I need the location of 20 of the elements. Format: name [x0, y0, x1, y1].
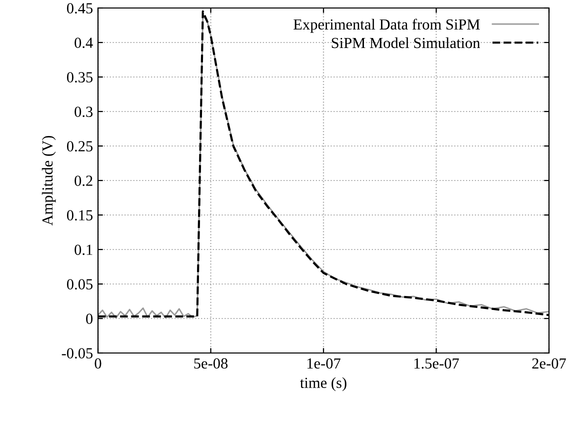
y-axis-title: Amplitude (V) [42, 136, 56, 226]
y-tick-label: 0.45 [66, 3, 93, 14]
y-tick-label: 0.2 [74, 176, 92, 186]
y-tick-label: 0.4 [74, 38, 93, 48]
legend-label: SiPM Model Simulation [332, 37, 480, 48]
x-tick-label: 2e-07 [532, 358, 566, 369]
y-tick-label: 0.15 [66, 210, 93, 221]
x-tick-label: 1e-07 [307, 358, 340, 369]
x-tick-label: 5e-08 [194, 358, 228, 369]
y-tick-label: 0.35 [66, 72, 93, 83]
x-tick-label: 0 [94, 358, 102, 369]
x-axis-title: time (s) [300, 377, 346, 392]
y-tick-label: -0.05 [62, 348, 93, 359]
y-tick-label: 0 [86, 314, 93, 324]
legend-label: Experimental Data from SiPM [294, 18, 480, 33]
y-tick-label: 0.05 [66, 279, 93, 290]
y-tick-label: 0.3 [74, 106, 93, 118]
y-tick-label: 0.1 [74, 244, 92, 256]
x-tick-label: 1.5e-07 [414, 358, 459, 369]
y-tick-label: 0.25 [66, 141, 93, 152]
